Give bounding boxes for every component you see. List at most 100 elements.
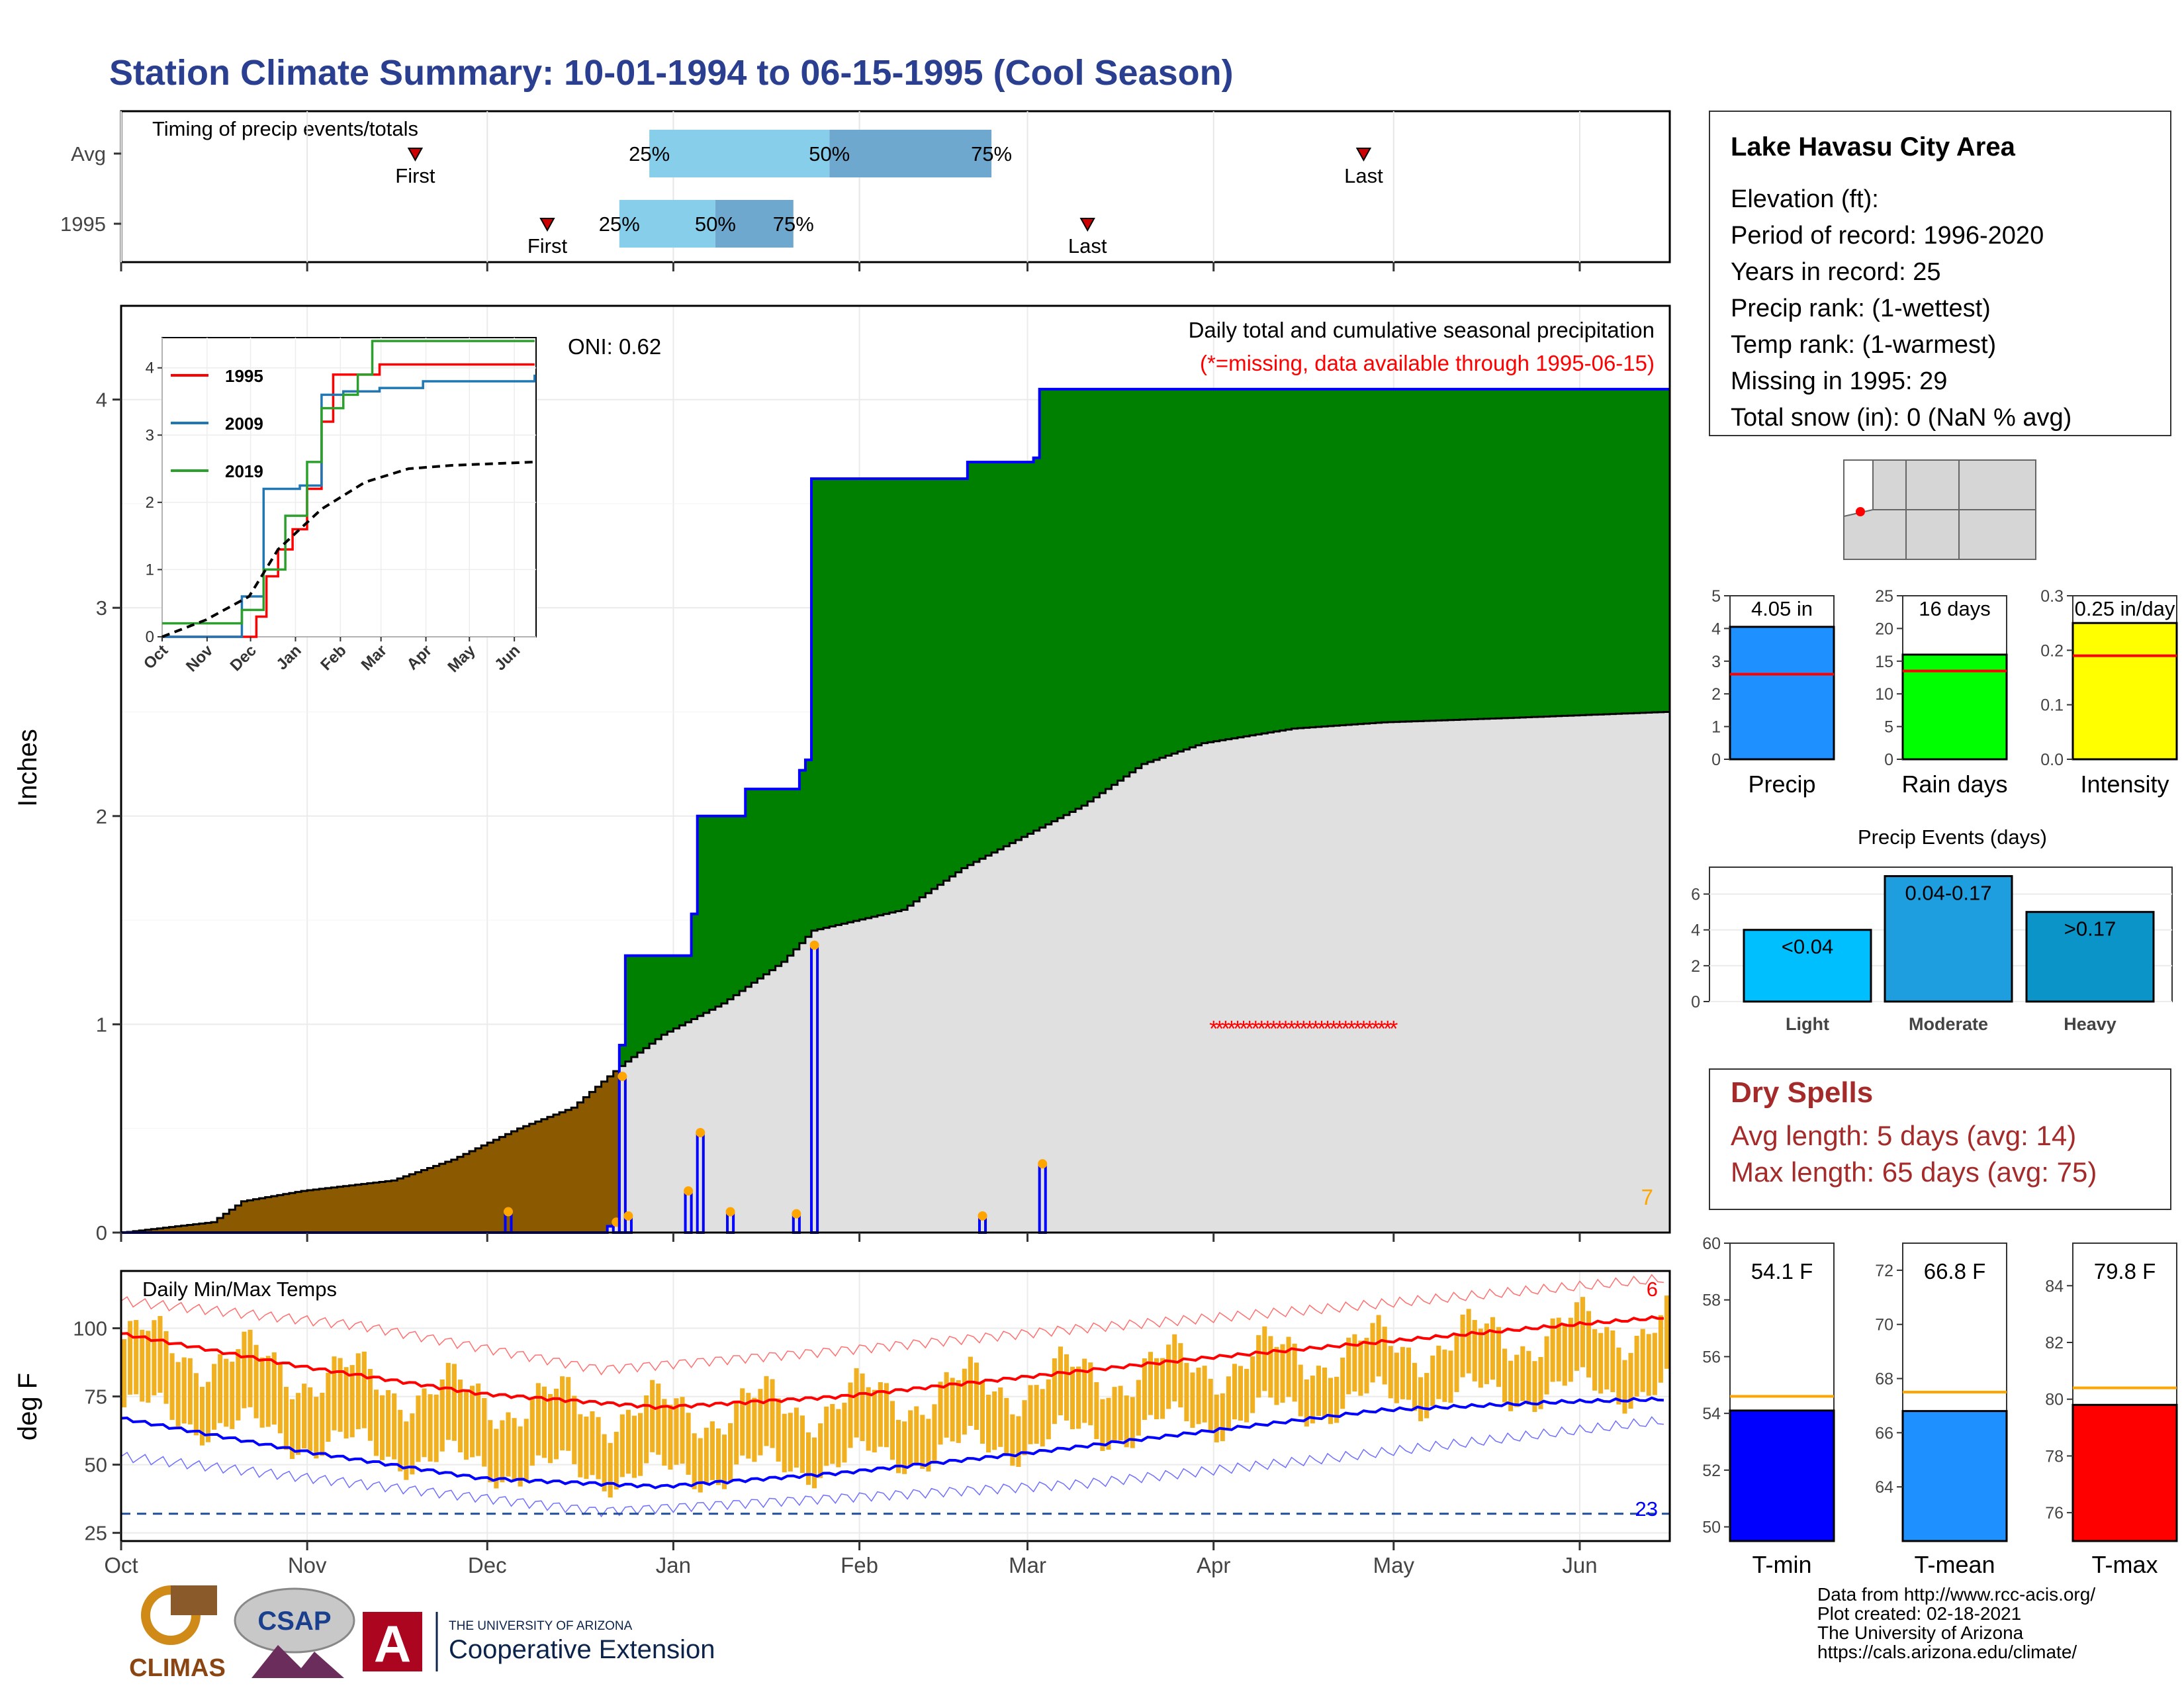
daily-temp-bar <box>799 1415 805 1474</box>
daily-temp-bar <box>367 1369 373 1441</box>
surplus-segment <box>1267 389 1274 733</box>
daily-temp-bar <box>896 1419 901 1474</box>
daily-temp-bar <box>554 1388 559 1460</box>
surplus-segment <box>1471 389 1479 720</box>
deficit-segment <box>247 1200 254 1233</box>
surplus-segment <box>1525 389 1532 718</box>
daily-temp-bar <box>494 1429 499 1489</box>
summary-value: 0.25 in/day <box>2075 597 2175 620</box>
missing-marker: * <box>1257 1016 1266 1041</box>
daily-temp-bar <box>698 1438 703 1493</box>
daily-temp-bar <box>1058 1346 1063 1416</box>
deficit-segment <box>601 1081 608 1233</box>
month-axis: Oct Nov Dec Jan Feb Mar Apr May Jun <box>104 1233 1598 1577</box>
deficit-segment <box>295 1192 302 1233</box>
deficit-segment <box>421 1170 428 1233</box>
daily-temp-bar <box>1088 1362 1093 1426</box>
deficit-segment <box>175 1226 182 1233</box>
deficit-segment <box>535 1121 542 1233</box>
daily-precip-point <box>792 1209 801 1219</box>
daily-precip-point <box>1038 1159 1048 1169</box>
surplus-segment <box>1495 389 1502 719</box>
daily-temp-bar <box>752 1397 757 1462</box>
missing-marker: * <box>1359 1016 1368 1041</box>
missing-marker: * <box>1221 1016 1230 1041</box>
daily-temp-bar <box>1040 1389 1045 1447</box>
daily-temp-bar <box>614 1431 619 1490</box>
precip-y-tick-label: 3 <box>96 596 107 620</box>
daily-temp-bar <box>416 1395 421 1462</box>
daily-temp-bar <box>914 1406 919 1463</box>
deficit-segment <box>271 1196 278 1233</box>
daily-precip-point <box>623 1211 633 1221</box>
deficit-segment <box>379 1182 386 1233</box>
temp-summary-tick-label: 52 <box>1702 1462 1721 1480</box>
daily-temp-bar <box>242 1331 247 1409</box>
daily-temp-bar <box>386 1389 391 1457</box>
daily-temp-bar <box>788 1413 793 1472</box>
surplus-segment <box>889 479 896 913</box>
daily-temp-bar <box>578 1414 583 1477</box>
daily-temp-bar <box>1220 1393 1225 1442</box>
surplus-segment <box>673 955 680 1029</box>
daily-temp-bar <box>818 1423 823 1478</box>
daily-temp-bar <box>1022 1400 1027 1456</box>
surplus-segment <box>1111 389 1118 785</box>
surplus-segment <box>643 955 650 1049</box>
daily-precip-point <box>696 1127 705 1137</box>
inset-legend-label: 2009 <box>225 414 263 434</box>
temp-summary-tick-label: 68 <box>1875 1370 1893 1389</box>
daily-temp-bar <box>824 1406 829 1466</box>
surplus-segment <box>1177 389 1184 752</box>
deficit-segment <box>613 1071 620 1223</box>
precip-y-tick-label: 0 <box>96 1221 107 1244</box>
surplus-segment <box>985 461 992 856</box>
daily-temp-bar <box>866 1387 871 1451</box>
surplus-segment <box>1579 389 1586 716</box>
missing-marker: * <box>1233 1016 1242 1041</box>
temp-summary-tick-label: 70 <box>1875 1316 1893 1335</box>
surplus-segment <box>1369 389 1377 724</box>
deficit-segment <box>181 1225 188 1233</box>
daily-temp-bar <box>770 1379 775 1448</box>
daily-precip-point <box>809 940 819 950</box>
surplus-segment <box>1069 389 1076 812</box>
daily-temp-bar <box>1268 1336 1273 1398</box>
deficit-segment <box>457 1156 464 1233</box>
daily-temp-bar <box>169 1353 175 1421</box>
daily-temp-bar <box>199 1386 205 1446</box>
summary-label: Rain days <box>1901 771 2007 798</box>
summary-bar <box>1729 626 1835 761</box>
daily-temp-bar <box>992 1391 997 1450</box>
daily-temp-bar <box>482 1397 487 1467</box>
deficit-segment <box>361 1184 368 1233</box>
locator-map <box>1843 459 2036 560</box>
daily-temp-bar <box>602 1434 607 1491</box>
surplus-segment <box>877 479 884 915</box>
deficit-segment <box>211 1222 218 1233</box>
surplus-segment <box>1171 389 1178 754</box>
surplus-segment <box>721 816 728 1004</box>
surplus-segment <box>823 479 830 928</box>
daily-temp-bar <box>1124 1395 1129 1448</box>
surplus-segment <box>1430 389 1436 721</box>
surplus-segment <box>769 788 776 970</box>
deficit-segment <box>493 1139 500 1233</box>
daily-temp-bar <box>1130 1397 1135 1448</box>
surplus-segment <box>1303 389 1310 728</box>
station-info-lines: Elevation (ft): Period of record: 1996-20… <box>1731 185 2071 432</box>
daily-temp-bar <box>1376 1315 1381 1377</box>
station-location-marker <box>1856 507 1865 516</box>
daily-temp-bar <box>1466 1309 1471 1374</box>
surplus-segment <box>1586 389 1592 716</box>
daily-temp-bar <box>1178 1343 1183 1408</box>
deficit-segment <box>607 1076 614 1227</box>
surplus-segment <box>1093 389 1100 798</box>
precip-areas <box>121 387 1670 1234</box>
surplus-segment <box>661 955 668 1035</box>
surplus-segment <box>1447 389 1455 720</box>
inset-series-line <box>162 363 535 638</box>
daily-temp-bar <box>140 1329 145 1402</box>
inset-panel <box>161 337 537 637</box>
daily-temp-bar <box>1448 1350 1453 1403</box>
